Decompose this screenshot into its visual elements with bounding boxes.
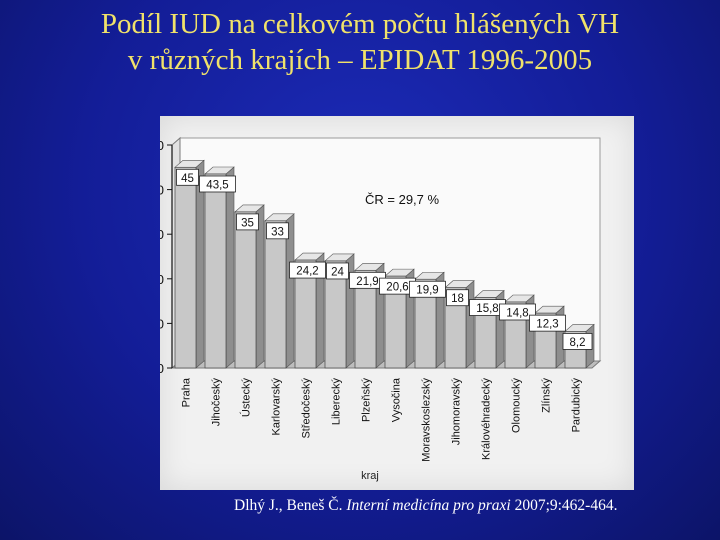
value-label: 33 xyxy=(271,226,284,238)
category-label: Ústecký xyxy=(240,378,253,418)
citation: Dlhý J., Beneš Č. Interní medicína pro p… xyxy=(234,497,720,515)
bar xyxy=(324,260,347,369)
bar xyxy=(414,278,437,369)
value-label: 45 xyxy=(181,173,194,185)
value-label: 21,9 xyxy=(356,276,378,288)
title-line-1: Podíl IUD na celkovém počtu hlášených VH xyxy=(100,8,620,40)
value-label-box xyxy=(199,175,236,193)
value-label-box xyxy=(236,213,259,231)
category-label: Zlínský xyxy=(541,378,553,413)
value-label-box xyxy=(446,289,469,307)
citation-details: 2007;9:462-464. xyxy=(514,497,618,514)
value-label-box xyxy=(499,303,536,321)
y-tick-label: 20 xyxy=(160,272,164,287)
y-tick-label: 50 xyxy=(160,138,164,153)
value-label: 15,8 xyxy=(476,303,498,315)
category-label: Vysočina xyxy=(391,377,403,422)
value-label: 35 xyxy=(241,217,254,229)
bar xyxy=(384,275,407,369)
value-label: 14,8 xyxy=(506,307,528,319)
bar xyxy=(354,269,377,369)
category-label: Liberecký xyxy=(331,378,343,426)
value-label: 24,2 xyxy=(296,266,318,278)
y-tick-label: 10 xyxy=(160,316,164,331)
citation-journal: Interní medicína pro praxi xyxy=(346,497,511,514)
value-label: 19,9 xyxy=(416,285,438,297)
category-label: Moravskoslezský xyxy=(421,378,433,462)
value-label: 18 xyxy=(451,293,464,305)
bar-chart: 0 10 20 30 40 50 45 43,5 35 33 24,2 24 21,9 20,6 19,9… xyxy=(160,136,602,482)
value-label-box xyxy=(266,222,289,240)
y-tick-label: 40 xyxy=(160,183,164,198)
value-label: 8,2 xyxy=(570,337,586,349)
value-label-box xyxy=(409,280,446,298)
value-label-box xyxy=(529,314,566,332)
slide-title: Podíl IUD na celkovém počtu hlášených VH… xyxy=(0,6,720,78)
citation-authors: Dlhý J., Beneš Č. xyxy=(234,497,343,514)
value-label-box xyxy=(562,333,593,350)
value-label-box xyxy=(289,261,326,279)
category-label: Praha xyxy=(181,377,193,407)
value-label: 20,6 xyxy=(386,282,408,294)
bar xyxy=(174,166,197,369)
title-line-2: v různých krajích – EPIDAT 1996-2005 xyxy=(127,44,593,76)
bar xyxy=(294,259,317,369)
category-label: Karlovarský xyxy=(271,378,283,436)
value-label-box xyxy=(176,168,199,186)
bar-side xyxy=(225,166,235,369)
category-label: Královéhradecký xyxy=(481,378,493,460)
category-label: Plzeňský xyxy=(361,378,373,423)
bar xyxy=(444,287,467,369)
category-label: Středočeský xyxy=(301,378,313,439)
bar xyxy=(204,173,227,369)
bar xyxy=(264,220,287,369)
category-label: Jihomoravský xyxy=(451,378,463,446)
chart-panel: 0 10 20 30 40 50 45 43,5 35 33 24,2 24 21,9 20,6 19,9… xyxy=(160,116,634,490)
category-label: Pardubický xyxy=(571,378,583,433)
value-label-box xyxy=(326,262,349,280)
category-label: Olomoucký xyxy=(511,378,523,434)
x-axis-label: kraj xyxy=(361,470,379,482)
y-tick-label: 30 xyxy=(160,227,164,242)
national-average-annotation: ČR = 29,7 % xyxy=(365,192,440,207)
bar xyxy=(234,211,257,369)
value-label: 24 xyxy=(331,266,344,278)
value-label: 12,3 xyxy=(536,319,558,331)
category-label: Jihočeský xyxy=(211,378,223,427)
value-label: 43,5 xyxy=(206,179,228,191)
y-tick-label: 0 xyxy=(160,361,164,376)
